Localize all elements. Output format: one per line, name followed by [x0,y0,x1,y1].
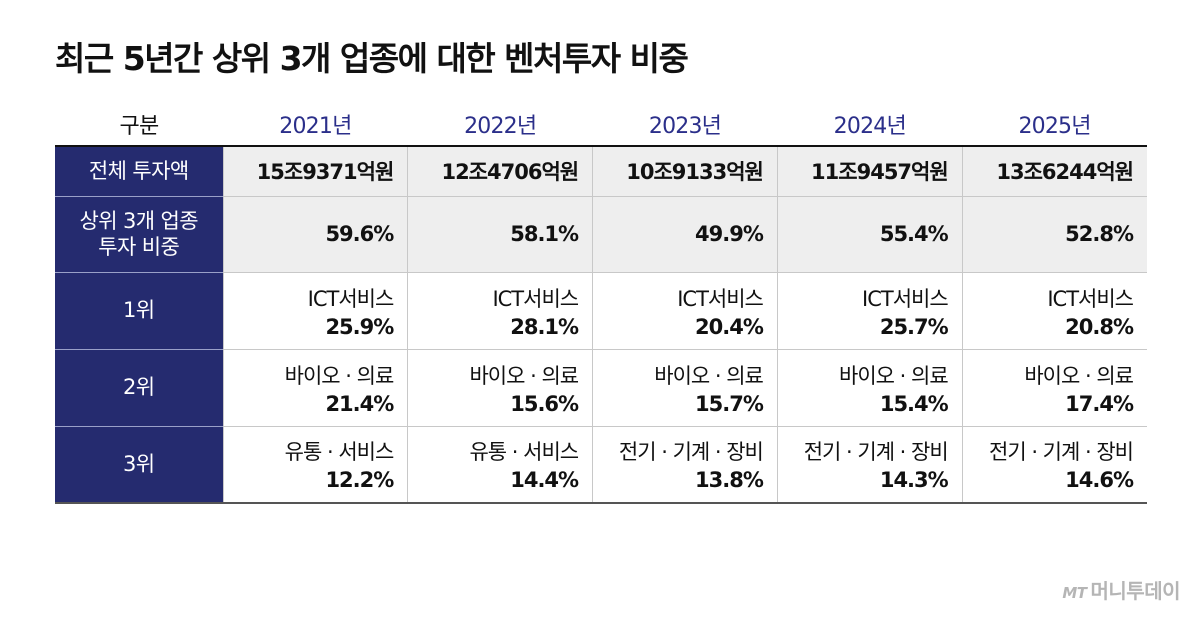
total-investment-row: 전체 투자액 15조9371억원 12조4706억원 10조9133억원 11조… [55,145,1147,196]
rank-row: 2위 바이오 · 의료 21.4% 바이오 · 의료 15.6% 바이오 · 의료 1… [55,348,1147,426]
industry-name: 전기 · 기계 · 장비 [803,440,949,465]
rank-cell: 바이오 · 의료 17.4% [961,348,1147,426]
rank-row: 1위 ICT서비스 25.9% ICT서비스 28.1% ICT서비스 20.4% I… [55,271,1147,349]
industry-share: 15.6% [510,391,579,416]
industry-name: 전기 · 기계 · 장비 [989,440,1134,465]
logo-mark: MT [1062,584,1087,602]
rank-cell: ICT서비스 20.8% [961,271,1147,349]
share-value: 49.9% [592,195,778,272]
industry-share: 15.4% [879,391,949,416]
industry-name: ICT서비스 [492,286,579,311]
header-year: 2023년 [592,102,778,147]
logo-name: 머니투데이 [1090,579,1181,603]
rank-cell: 전기 · 기계 · 장비 14.3% [776,425,963,504]
rank-cell: ICT서비스 28.1% [407,271,593,349]
industry-share: 20.8% [1065,314,1134,339]
chart-title: 최근 5년간 상위 3개 업종에 대한 벤처투자 비중 [55,39,689,78]
industry-share: 13.8% [695,468,764,493]
header-year: 2024년 [777,102,963,147]
industry-name: ICT서비스 [307,286,395,311]
rank-cell: ICT서비스 20.4% [592,271,778,349]
industry-share: 14.6% [1065,468,1134,493]
rank-cell: 전기 · 기계 · 장비 13.8% [592,425,778,504]
industry-name: 바이오 · 의료 [839,363,949,388]
share-value: 58.1% [407,195,593,272]
industry-share: 14.3% [879,468,949,493]
share-value: 59.6% [222,195,408,272]
top3-share-row: 상위 3개 업종 투자 비중 59.6% 58.1% 49.9% 55.4% 5… [55,195,1147,272]
row-label-share: 상위 3개 업종 투자 비중 [55,195,223,272]
industry-share: 25.7% [879,314,949,339]
total-value: 11조9457억원 [776,145,963,196]
header-year: 2025년 [962,102,1147,147]
rank-cell: 유통 · 서비스 12.2% [222,425,408,504]
industry-share: 17.4% [1065,391,1134,416]
industry-name: ICT서비스 [862,286,949,311]
industry-name: ICT서비스 [1047,286,1134,311]
industry-name: ICT서비스 [677,286,764,311]
header-year: 2022년 [407,102,593,147]
industry-share: 20.4% [695,314,764,339]
rank-cell: 바이오 · 의료 15.6% [407,348,593,426]
share-value: 52.8% [961,195,1147,272]
industry-name: 바이오 · 의료 [654,363,764,388]
investment-table: 구분 2021년 2022년 2023년 2024년 2025년 전체 투자액 … [55,102,1147,504]
row-label-rank: 1위 [55,271,223,349]
total-value: 10조9133억원 [592,145,778,196]
rank-row: 3위 유통 · 서비스 12.2% 유통 · 서비스 14.4% 전기 · 기계 ·… [55,425,1147,504]
industry-name: 바이오 · 의료 [284,363,395,388]
industry-share: 14.4% [510,468,579,493]
rank-cell: ICT서비스 25.7% [776,271,963,349]
rank-cell: 유통 · 서비스 14.4% [407,425,593,504]
total-value: 13조6244억원 [961,145,1147,196]
industry-share: 12.2% [325,468,394,493]
total-value: 15조9371억원 [222,145,408,196]
industry-name: 전기 · 기계 · 장비 [618,440,764,465]
row-label-total: 전체 투자액 [55,145,223,196]
industry-name: 바이오 · 의료 [1024,363,1134,388]
industry-share: 21.4% [325,391,394,416]
header-year: 2021년 [223,102,408,147]
share-value: 55.4% [776,195,963,272]
industry-share: 25.9% [325,314,394,339]
total-value: 12조4706억원 [407,145,593,196]
rank-cell: 바이오 · 의료 15.4% [776,348,963,426]
industry-share: 28.1% [510,314,579,339]
industry-share: 15.7% [695,391,764,416]
row-label-rank: 2위 [55,348,223,426]
rank-cell: 바이오 · 의료 15.7% [592,348,778,426]
rank-cell: 전기 · 기계 · 장비 14.6% [961,425,1147,504]
rank-cell: ICT서비스 25.9% [222,271,408,349]
industry-name: 유통 · 서비스 [469,440,579,465]
row-label-rank: 3위 [55,425,223,504]
publisher-logo: MT 머니투데이 [1062,575,1180,604]
header-category: 구분 [55,102,223,147]
header-row: 구분 2021년 2022년 2023년 2024년 2025년 [55,102,1147,147]
industry-name: 바이오 · 의료 [469,363,579,388]
row-label-share-line1: 상위 3개 업종 [79,208,198,233]
rank-cell: 바이오 · 의료 21.4% [222,348,408,426]
row-label-share-line2: 투자 비중 [98,235,180,259]
industry-name: 유통 · 서비스 [284,440,395,465]
